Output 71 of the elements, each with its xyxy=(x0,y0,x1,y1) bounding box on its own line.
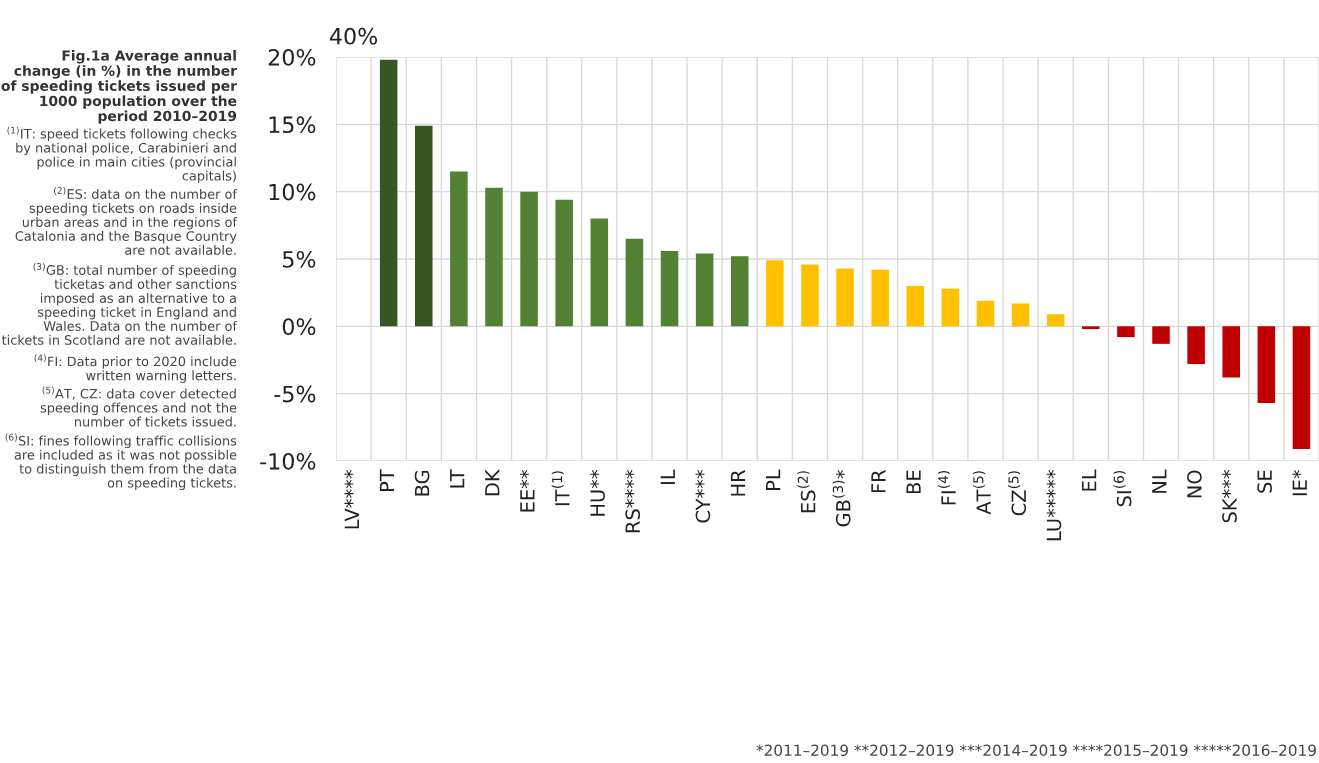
bar xyxy=(836,268,854,327)
x-tick-label: DK xyxy=(485,468,500,496)
x-tick-label: EE** xyxy=(520,469,535,512)
x-tick-label: FI$^{(4)}$ xyxy=(937,471,956,505)
x-tick-label: NO xyxy=(1187,470,1202,498)
x-tick-label: CY*** xyxy=(695,469,711,523)
bar xyxy=(1187,326,1205,365)
bar xyxy=(906,285,925,327)
bar xyxy=(485,187,503,327)
bar xyxy=(1152,326,1170,344)
text: *2011–2019 **2012–2019 ***2014–2019 ****2015–2019 *****2016–2019 xyxy=(756,744,1316,757)
y-tick-label: 20% xyxy=(268,48,316,66)
y-tick-label: 0% xyxy=(282,318,316,336)
y-tick-label: -5% xyxy=(274,385,316,403)
bar xyxy=(976,300,995,327)
x-tick-label: FR xyxy=(871,469,886,493)
x-tick-label: HR xyxy=(730,469,746,496)
x-tick-label: ES$^{(2)}$ xyxy=(797,471,816,513)
bar xyxy=(941,288,960,327)
text: $^{(6)}$SI: fines following traffic collisions are included as it was not possible to distinguish them from the data on speeding tickets. xyxy=(5,433,237,491)
bar xyxy=(414,125,433,327)
bar xyxy=(1046,314,1065,327)
bar xyxy=(1011,303,1030,327)
x-tick-label: SK*** xyxy=(1222,469,1237,523)
x-tick-label: RS**** xyxy=(625,469,641,533)
text: $^{(4)}$FI: Data prior to 2020 include written warning letters. xyxy=(34,354,237,383)
text: $^{(1)}$IT: speed tickets following checks by national police, Carabinieri and police in main cities (provincial capitals) xyxy=(7,126,237,184)
bar xyxy=(766,260,784,327)
y-tick-label: 10% xyxy=(269,183,316,201)
x-tick-label: LT xyxy=(450,469,465,488)
x-tick-label: BG xyxy=(414,470,430,496)
bar xyxy=(555,199,573,327)
bar xyxy=(801,264,819,327)
x-tick-label: IE* xyxy=(1292,469,1307,496)
x-tick-label: AT$^{(5)}$ xyxy=(972,471,991,515)
bar xyxy=(660,250,679,327)
bar xyxy=(590,218,609,327)
text: $^{(3)}$GB: total number of speeding ticketas and other sanctions imposed as an alternative to a speeding ticket in England and Wales. Data on the number of tickets in Scotland are not available. xyxy=(1,262,238,345)
bar xyxy=(1257,326,1276,404)
bar xyxy=(379,59,398,327)
x-tick-label: PL xyxy=(766,469,781,490)
text: $^{(2)}$ES: data on the number of speeding tickets on roads inside urban areas and in the regions of Catalonia and the Basque Country are not available. xyxy=(15,186,238,255)
x-tick-label: PT xyxy=(379,469,395,492)
x-tick-label: CZ$^{(5)}$ xyxy=(1008,471,1027,516)
x-tick-label: NL xyxy=(1152,469,1167,493)
x-tick-label: LU***** xyxy=(1046,469,1062,541)
bar xyxy=(450,171,468,327)
x-tick-label: SI$^{(6)}$ xyxy=(1113,471,1132,507)
text: 40% xyxy=(329,27,378,45)
x-tick-label: BE xyxy=(906,470,921,494)
x-tick-label: IT$^{(1)}$ xyxy=(551,471,570,506)
bar xyxy=(1082,326,1100,330)
x-tick-label: HU** xyxy=(590,469,605,516)
text: Fig.1a Average annual change (in %) in the number of speeding tickets issued per 1000 population over the period 2010–2019 xyxy=(1,50,237,124)
x-tick-label: EL xyxy=(1081,469,1097,491)
x-tick-label: GB$^{(3)}$* xyxy=(832,469,851,527)
y-tick-label: 5% xyxy=(283,250,316,268)
y-tick-label: 15% xyxy=(269,116,316,134)
bar xyxy=(871,269,889,327)
x-tick-label: SE xyxy=(1257,470,1272,493)
bar xyxy=(520,191,538,327)
bar xyxy=(1292,326,1311,449)
bar xyxy=(625,238,644,327)
y-tick-label: -10% xyxy=(260,452,316,470)
x-tick-label: LV**** xyxy=(344,469,359,529)
bar xyxy=(730,256,749,327)
text: $^{(5)}$AT, CZ: data cover detected speeding offences and not the number of tickets issued. xyxy=(40,386,237,427)
x-tick-label: IL xyxy=(660,469,675,484)
bar xyxy=(1222,326,1241,378)
bar xyxy=(695,253,714,327)
bar xyxy=(1117,326,1135,338)
